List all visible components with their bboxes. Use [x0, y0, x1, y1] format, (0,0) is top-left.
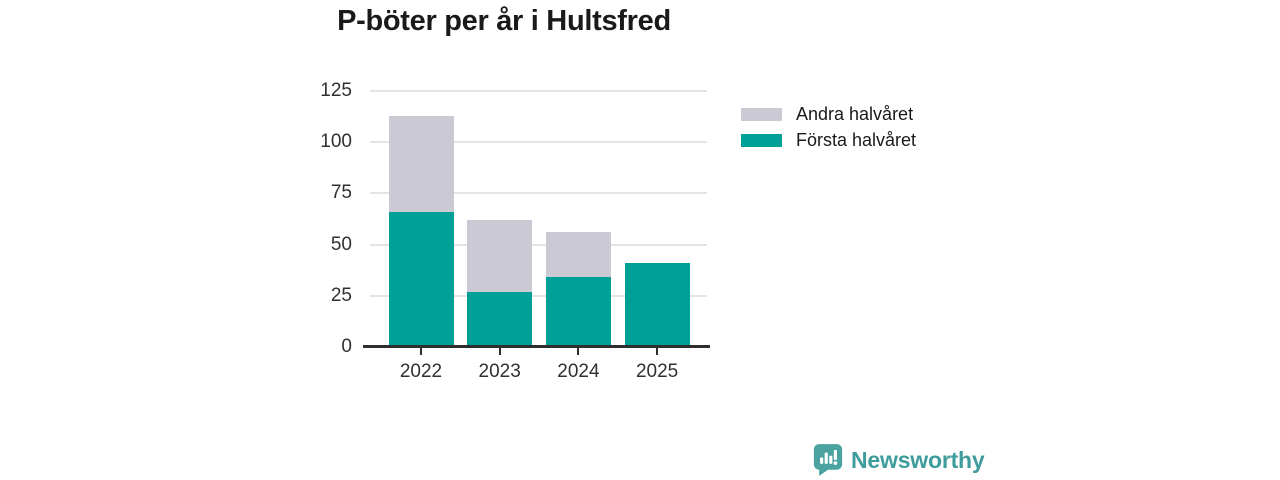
gridline-50	[370, 243, 707, 246]
bar-segment-2022	[388, 115, 454, 212]
x-tick-2022	[420, 348, 422, 355]
bar-segment-2023	[467, 291, 533, 347]
y-tick-label-25: 25	[330, 284, 352, 306]
bar-segment-2024	[545, 232, 611, 278]
chart-legend: Andra halvåret Första halvåret	[741, 101, 916, 153]
x-tick-label-2025: 2025	[635, 361, 679, 382]
bar-chart-speech-bubble-icon	[813, 443, 843, 477]
legend-swatch-forsta-halvaret	[741, 133, 782, 147]
gridline-100	[370, 141, 707, 144]
bar-segment-2023	[467, 220, 533, 292]
chart-title: P-böter per år i Hultsfred	[337, 5, 671, 37]
gridline-125	[370, 90, 707, 92]
x-tick-2025	[656, 348, 659, 355]
gridline-75	[370, 192, 707, 195]
logo-text: Newsworthy	[851, 446, 985, 473]
y-tick-label-125: 125	[320, 80, 352, 101]
legend-label: Andra halvåret	[796, 103, 914, 124]
y-tick-label-50: 50	[330, 233, 352, 255]
plot-area	[363, 90, 710, 355]
newsworthy-logo: Newsworthy	[813, 443, 985, 477]
x-tick-label-2023: 2023	[478, 361, 521, 382]
legend-label: Första halvåret	[796, 129, 917, 150]
x-tick-2023	[498, 348, 501, 355]
x-tick-2024	[577, 348, 580, 355]
legend-swatch-andra-halvaret	[741, 107, 782, 121]
x-tick-label-2022: 2022	[399, 361, 443, 382]
legend-item-andra-halvaret: Andra halvåret	[741, 101, 916, 127]
y-tick-label-75: 75	[330, 182, 352, 204]
x-tick-label-2024: 2024	[557, 361, 600, 382]
y-tick-label-0: 0	[341, 336, 352, 357]
bar-segment-2025	[624, 263, 690, 347]
bar-segment-2024	[545, 277, 611, 347]
x-axis-line	[363, 345, 710, 348]
gridline-25	[370, 294, 707, 297]
legend-item-forsta-halvaret: Första halvåret	[741, 127, 916, 153]
bar-segment-2022	[388, 211, 454, 347]
y-tick-label-100: 100	[320, 131, 352, 153]
